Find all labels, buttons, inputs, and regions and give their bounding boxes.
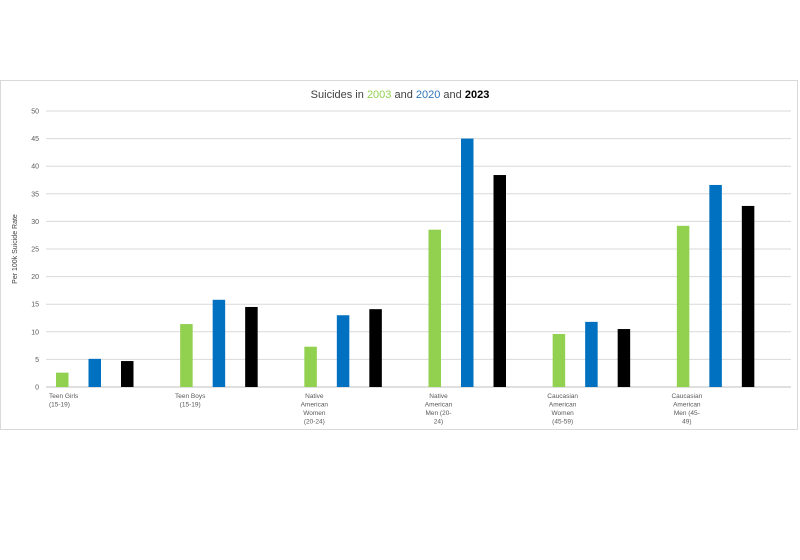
bar (676, 225, 690, 387)
x-category-label: Caucasian American Women (45-59) (547, 393, 578, 426)
bar (552, 334, 566, 387)
x-category-label-line: Caucasian (671, 393, 702, 400)
y-tick-label: 10 (31, 329, 39, 336)
x-category-label-line: American (301, 402, 329, 409)
bars (56, 138, 755, 387)
bar (212, 299, 226, 387)
bar (617, 329, 631, 387)
bar (336, 315, 350, 387)
y-axis-label: Per 100k Suicide Rate (12, 214, 19, 284)
y-tick-label: 35 (31, 191, 39, 198)
y-tick-label: 20 (31, 274, 39, 281)
x-category-label: Native American Men (20- 24) (425, 393, 453, 426)
x-category-label-line: Women (303, 410, 326, 417)
x-category-label: Native American Women (20-24) (301, 393, 329, 426)
x-category-label-line: Teen Girls (49, 393, 79, 400)
bar (428, 229, 441, 387)
x-category-label-line: (45-59) (552, 419, 573, 426)
x-category-label-line: American (673, 402, 701, 409)
gridlines (46, 110, 791, 388)
chart-title: Suicides in 2003 and 2020 and 2023 (311, 89, 490, 101)
x-category-label-line: 24) (434, 419, 443, 426)
x-category-label: Teen Boys (15-19) (175, 393, 206, 409)
bar (709, 184, 722, 387)
bar (585, 321, 598, 387)
y-tick-label: 45 (31, 136, 39, 143)
y-tick-label: 30 (31, 219, 39, 226)
y-axis-ticks: 0 5 10 15 20 25 30 35 40 45 50 (31, 109, 39, 392)
y-tick-label: 0 (35, 385, 39, 392)
bar-chart: Suicides in 2003 and 2020 and 2023 0 5 10 1… (12, 89, 791, 426)
bar (461, 138, 474, 387)
chart-title-part: Suicides in (311, 89, 367, 101)
y-tick-label: 50 (31, 109, 39, 116)
x-category-label-line: American (549, 402, 577, 409)
x-category-label-line: Men (45- (674, 410, 700, 417)
x-category-label-line: 49) (682, 419, 691, 426)
bar (493, 175, 506, 387)
y-tick-label: 15 (31, 302, 39, 309)
chart-title-part: 2023 (465, 89, 489, 101)
bar (56, 372, 69, 387)
x-category-label: Caucasian American Men (45- 49) (671, 393, 702, 426)
bar (304, 346, 317, 387)
chart-title-part: and (391, 89, 415, 101)
y-tick-label: 25 (31, 247, 39, 254)
x-category-label-line: Men (20- (425, 410, 451, 417)
bar (245, 306, 258, 387)
bar (88, 358, 101, 387)
x-category-label-line: Native (305, 393, 324, 400)
x-category-label-line: (15-19) (49, 402, 70, 409)
x-category-label-line: American (425, 402, 453, 409)
bar (741, 205, 755, 387)
chart-area: Suicides in 2003 and 2020 and 2023 0 5 10 1… (0, 80, 798, 430)
category-labels: Teen Girls (15-19) Teen Boys (15-19) Native A… (49, 393, 703, 426)
x-category-label-line: Caucasian (547, 393, 578, 400)
bar (180, 324, 193, 387)
chart-title-part: 2020 (416, 89, 440, 101)
x-category-label-line: (15-19) (180, 402, 201, 409)
chart-title-part: and (440, 89, 464, 101)
x-category-label-line: Teen Boys (175, 393, 206, 400)
y-tick-label: 5 (35, 357, 39, 364)
x-category-label-line: Native (429, 393, 448, 400)
bar (121, 361, 134, 387)
chart-title-part: 2003 (367, 89, 391, 101)
x-category-label: Teen Girls (15-19) (49, 393, 79, 409)
bar (369, 309, 382, 387)
y-tick-label: 40 (31, 164, 39, 171)
x-category-label-line: Women (552, 410, 575, 417)
x-category-label-line: (20-24) (304, 419, 325, 426)
